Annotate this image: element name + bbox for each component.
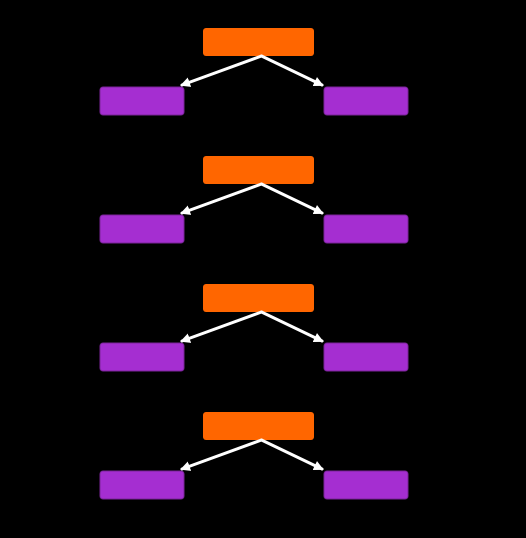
tree-group: [99, 156, 409, 244]
parent-node: [203, 156, 314, 184]
right-child-node: [323, 86, 409, 116]
left-child-node: [99, 342, 185, 372]
parent-node: [203, 284, 314, 312]
arrow-to-left-child: [180, 182, 263, 215]
arrow-to-left-child: [180, 438, 263, 471]
right-child-node: [323, 342, 409, 372]
arrow-to-right-child: [260, 54, 324, 87]
tree-group: [99, 28, 409, 116]
arrow-to-right-child: [260, 438, 324, 471]
arrow-to-left-child: [180, 310, 263, 343]
right-child-node: [323, 214, 409, 244]
right-child-node: [323, 470, 409, 500]
arrow-to-right-child: [260, 310, 324, 343]
left-child-node: [99, 86, 185, 116]
left-child-node: [99, 470, 185, 500]
arrow-to-right-child: [260, 182, 324, 215]
left-child-node: [99, 214, 185, 244]
groups-layer: [99, 28, 409, 500]
tree-group: [99, 412, 409, 500]
parent-node: [203, 28, 314, 56]
parent-node: [203, 412, 314, 440]
arrow-to-left-child: [180, 54, 263, 87]
tree-group: [99, 284, 409, 372]
